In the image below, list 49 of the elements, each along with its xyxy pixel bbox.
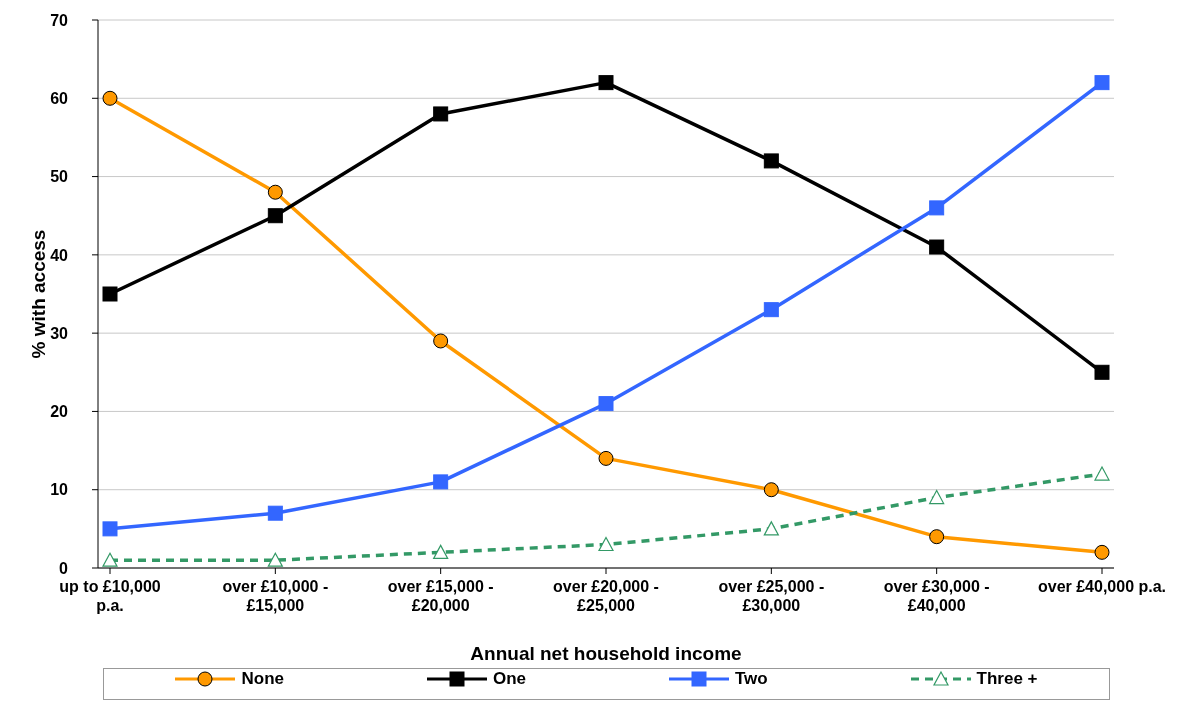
y-tick-label: 40 <box>50 246 69 264</box>
point <box>763 153 779 169</box>
point <box>929 529 945 545</box>
x-axis-title: Annual net household income <box>470 643 742 664</box>
point <box>929 200 945 216</box>
point <box>433 106 449 122</box>
legend-label: Two <box>733 669 768 689</box>
point <box>102 286 118 302</box>
point <box>267 505 283 521</box>
point <box>598 450 614 466</box>
x-tick-label: over £30,000 - £40,000 <box>883 578 990 614</box>
y-tick-label: 70 <box>50 11 69 29</box>
point <box>929 239 945 255</box>
x-tick-label: over £15,000 - £20,000 <box>387 578 494 614</box>
point <box>763 482 779 498</box>
point <box>929 489 945 505</box>
point <box>598 536 614 552</box>
point <box>102 521 118 537</box>
point <box>433 333 449 349</box>
x-tick-label: over £25,000 - £30,000 <box>718 578 825 614</box>
y-tick-label: 30 <box>50 324 69 342</box>
point <box>1094 364 1110 380</box>
x-tick-label: up to £10,000 p.a. <box>59 578 161 614</box>
point <box>267 552 283 567</box>
legend-label: None <box>240 669 284 689</box>
point <box>267 184 283 200</box>
y-tick-label: 10 <box>50 481 69 499</box>
x-tick-label: over £10,000 - £15,000 <box>222 578 329 614</box>
y-tick-label: 50 <box>50 168 69 186</box>
point <box>598 75 614 91</box>
point <box>598 396 614 412</box>
point <box>1094 544 1110 560</box>
point <box>102 90 118 106</box>
point <box>1094 75 1110 91</box>
x-tick-label: over £40,000 p.a. <box>1037 578 1167 595</box>
y-tick-label: 60 <box>50 89 69 107</box>
legend-label: Three + <box>975 669 1038 689</box>
legend-label: One <box>491 669 526 689</box>
point <box>433 544 449 559</box>
point <box>267 208 283 224</box>
y-axis-title: % with access <box>27 229 49 359</box>
y-tick-label: 0 <box>59 559 69 577</box>
point <box>763 521 779 536</box>
point <box>102 552 118 567</box>
x-tick-label: over £20,000 - £25,000 <box>553 578 659 614</box>
point <box>763 302 779 318</box>
point <box>433 474 449 490</box>
y-tick-label: 20 <box>50 403 69 421</box>
point <box>1094 466 1110 481</box>
